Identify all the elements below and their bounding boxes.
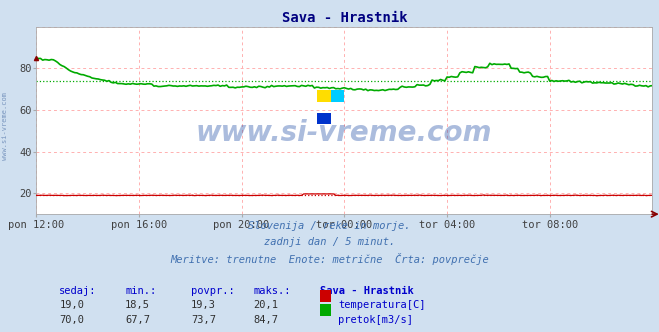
Text: www.si-vreme.com: www.si-vreme.com — [2, 92, 9, 160]
Bar — [331, 113, 345, 124]
Text: sedaj:: sedaj: — [59, 286, 97, 295]
Bar — [317, 90, 331, 102]
Text: min.:: min.: — [125, 286, 156, 295]
Text: Slovenija / reke in morje.: Slovenija / reke in morje. — [248, 221, 411, 231]
Text: 70,0: 70,0 — [59, 315, 84, 325]
Bar — [331, 90, 345, 102]
Text: 67,7: 67,7 — [125, 315, 150, 325]
Text: Sava - Hrastnik: Sava - Hrastnik — [320, 286, 413, 295]
Text: 18,5: 18,5 — [125, 300, 150, 310]
Text: 73,7: 73,7 — [191, 315, 216, 325]
Text: pretok[m3/s]: pretok[m3/s] — [338, 315, 413, 325]
Bar — [317, 113, 331, 124]
Title: Sava - Hrastnik: Sava - Hrastnik — [281, 11, 407, 25]
Text: temperatura[C]: temperatura[C] — [338, 300, 426, 310]
Text: 84,7: 84,7 — [254, 315, 279, 325]
Text: Meritve: trenutne  Enote: metrične  Črta: povprečje: Meritve: trenutne Enote: metrične Črta: … — [170, 253, 489, 265]
Text: povpr.:: povpr.: — [191, 286, 235, 295]
Text: maks.:: maks.: — [254, 286, 291, 295]
Text: 19,0: 19,0 — [59, 300, 84, 310]
Text: 19,3: 19,3 — [191, 300, 216, 310]
Text: www.si-vreme.com: www.si-vreme.com — [196, 120, 492, 147]
Text: zadnji dan / 5 minut.: zadnji dan / 5 minut. — [264, 237, 395, 247]
Text: 20,1: 20,1 — [254, 300, 279, 310]
